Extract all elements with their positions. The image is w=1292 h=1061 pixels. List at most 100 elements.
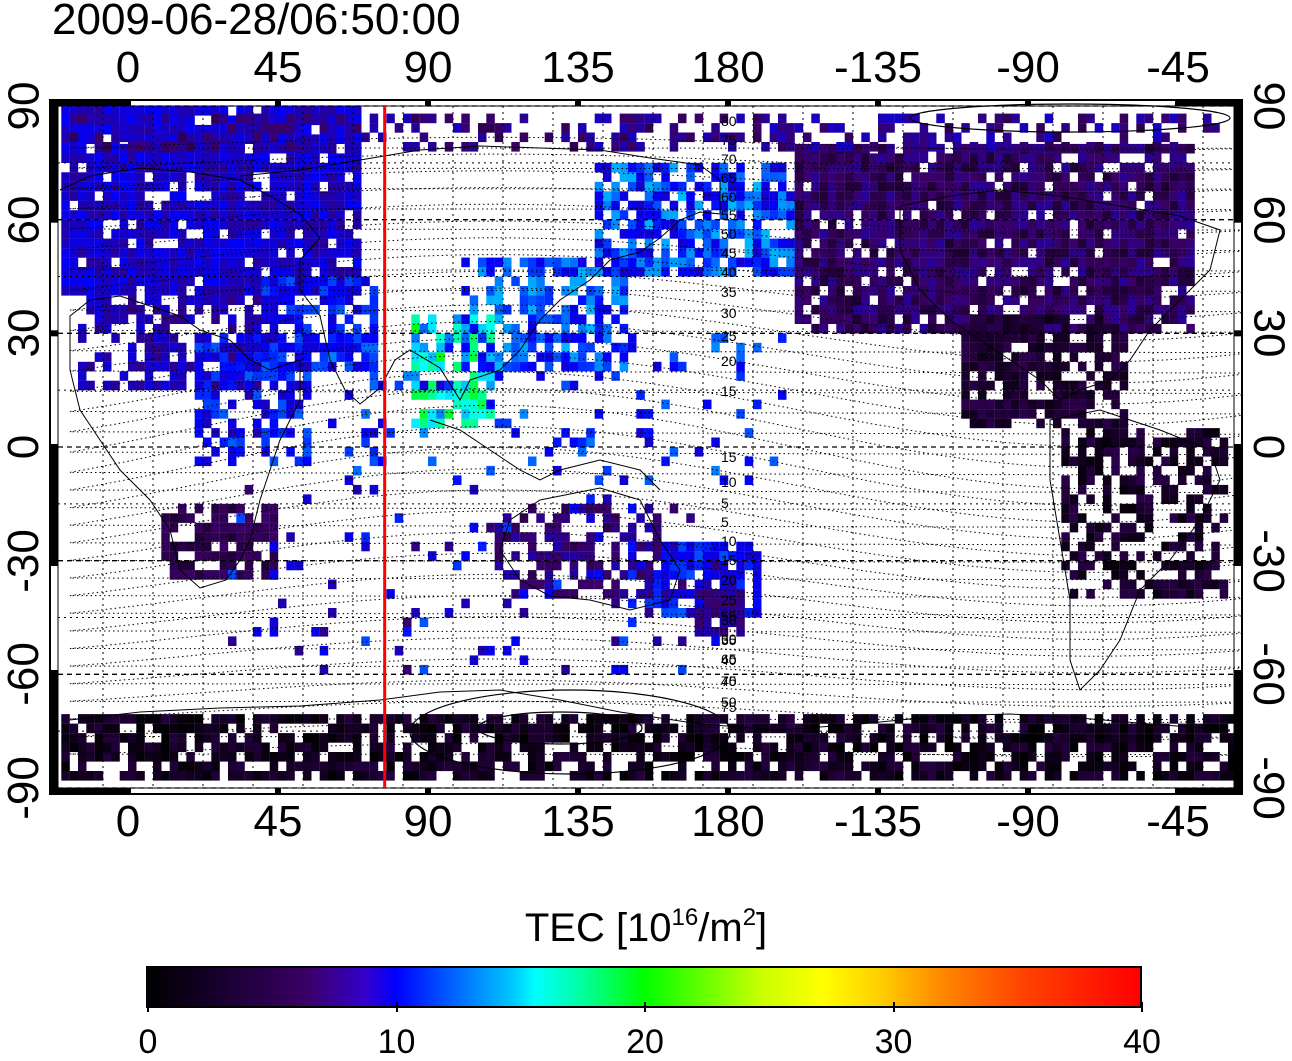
tec-cell	[1211, 714, 1220, 724]
tec-cell	[511, 761, 520, 772]
tec-cell	[1169, 142, 1179, 152]
tec-cell	[1086, 771, 1095, 781]
tec-cell	[469, 371, 479, 381]
tec-cell	[261, 399, 270, 410]
tec-cell	[594, 733, 604, 743]
tec-cell	[1019, 123, 1029, 133]
tec-cell	[328, 276, 337, 287]
tec-cell	[569, 361, 579, 372]
tec-cell	[828, 761, 837, 772]
tec-cell	[1136, 494, 1145, 504]
tec-cell	[869, 142, 879, 152]
tec-cell	[936, 723, 945, 734]
tec-cell	[969, 238, 979, 249]
tec-cell	[786, 210, 795, 220]
tec-cell	[1003, 742, 1012, 753]
tec-cell	[703, 132, 712, 143]
tec-cell	[228, 210, 237, 220]
tec-cell	[1144, 248, 1154, 258]
tec-cell	[736, 541, 745, 552]
tec-cell	[336, 723, 345, 734]
tec-cell	[503, 123, 512, 133]
tec-cell	[661, 752, 670, 762]
tec-cell	[719, 162, 729, 173]
tec-cell	[944, 172, 954, 182]
tec-cell	[553, 333, 562, 343]
tec-cell	[903, 113, 912, 124]
tec-cell	[1036, 191, 1045, 201]
tec-cell	[1053, 371, 1062, 381]
tec-cell	[661, 589, 670, 599]
tec-cell	[1061, 390, 1070, 400]
tec-cell	[1011, 153, 1020, 163]
tec-cell	[503, 361, 512, 372]
tec-cell	[694, 742, 704, 753]
tec-cell	[103, 286, 112, 296]
tec-cell	[594, 333, 604, 343]
tec-cell	[1136, 210, 1145, 220]
tec-cell	[786, 257, 795, 268]
tec-cell	[1186, 761, 1195, 772]
tec-cell	[836, 172, 845, 182]
tec-cell	[311, 106, 320, 116]
tec-cell	[161, 267, 170, 277]
coastline	[429, 419, 661, 491]
tec-cell	[1086, 428, 1095, 438]
tec-cell	[1036, 132, 1045, 143]
colorbar-tick	[147, 1002, 149, 1012]
tec-cell	[961, 761, 970, 772]
tec-cell	[469, 333, 479, 343]
tec-cell	[1036, 267, 1045, 277]
tec-cell	[361, 761, 370, 772]
tec-cell	[1186, 238, 1195, 249]
tec-cell	[1053, 399, 1062, 410]
tec-cell	[1194, 771, 1204, 781]
tec-cell	[694, 560, 704, 571]
tec-cell	[153, 181, 162, 192]
tec-cell	[1011, 761, 1020, 772]
tec-cell	[1119, 532, 1129, 542]
tec-cell	[244, 733, 254, 743]
tec-cell	[919, 761, 929, 772]
tec-cell	[228, 314, 237, 324]
tec-cell	[161, 257, 170, 268]
tec-cell	[594, 570, 604, 580]
tec-cell	[644, 598, 654, 609]
tec-cell	[494, 361, 504, 372]
tec-cell	[611, 181, 620, 192]
tec-cell	[244, 752, 254, 762]
tec-cell	[478, 645, 487, 656]
tec-cell	[419, 761, 429, 772]
tec-cell	[419, 409, 429, 419]
tec-cell	[1061, 742, 1070, 753]
tec-cell	[936, 248, 945, 258]
tec-cell	[228, 172, 237, 182]
tec-cell	[1144, 494, 1154, 504]
tec-cell	[853, 314, 862, 324]
tec-cell	[819, 276, 829, 287]
tec-cell	[753, 181, 762, 192]
tec-cell	[261, 333, 270, 343]
tec-cell	[194, 428, 204, 438]
tec-cell	[161, 342, 170, 353]
tec-cell	[878, 286, 887, 296]
tec-cell	[1169, 761, 1179, 772]
tec-cell	[236, 153, 245, 163]
tec-cell	[186, 752, 195, 762]
tec-cell	[111, 115, 120, 126]
tec-cell	[444, 142, 454, 152]
tec-cell	[986, 295, 995, 305]
tec-cell	[1128, 238, 1137, 249]
tec-cell	[753, 132, 762, 143]
tec-cell	[1061, 484, 1070, 495]
tec-cell	[69, 132, 79, 143]
tec-cell	[228, 115, 237, 126]
tec-cell	[1203, 752, 1212, 762]
tec-cell	[936, 162, 945, 173]
tec-cell	[1186, 494, 1195, 504]
tec-cell	[161, 124, 170, 135]
tec-cell	[794, 257, 804, 268]
tec-cell	[711, 238, 720, 249]
tec-cell	[261, 513, 270, 523]
tec-cell	[228, 742, 237, 753]
